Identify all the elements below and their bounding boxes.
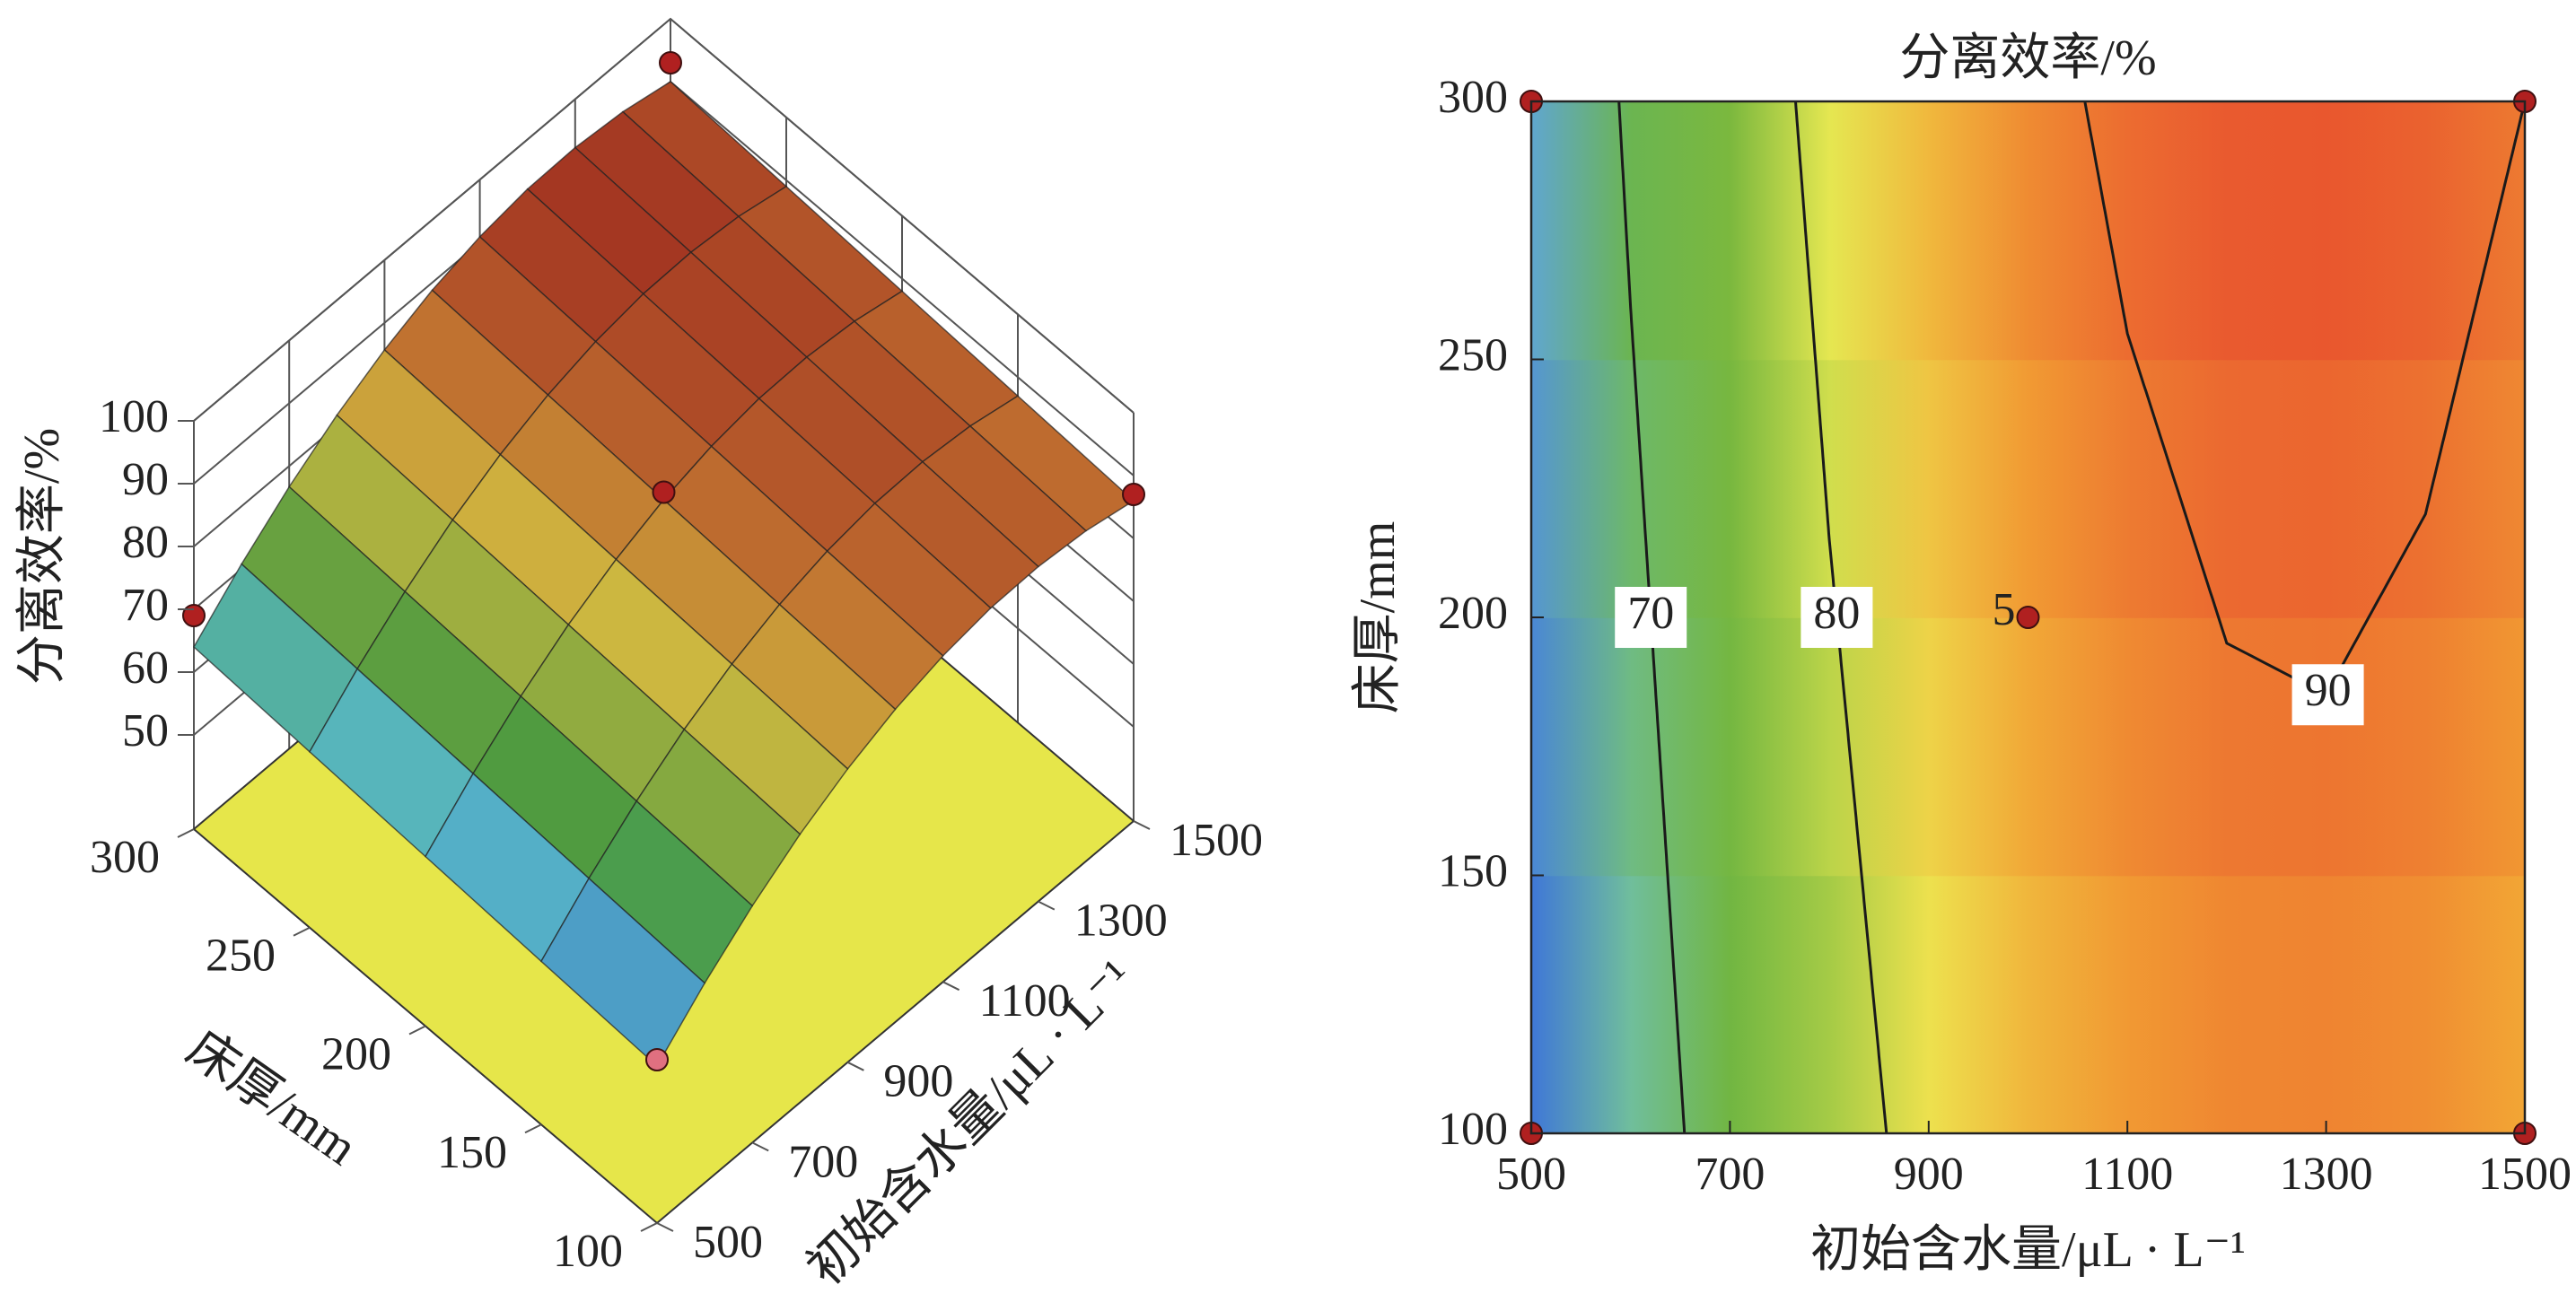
design-point xyxy=(2016,606,2040,629)
heatmap-cell xyxy=(1531,617,1632,877)
tick-mark xyxy=(177,828,195,838)
y-tick-label: 200 xyxy=(1438,588,1508,639)
x-axis-title: 初始含水量/μL · L⁻¹ xyxy=(1810,1222,2246,1278)
z-tick-label: 100 xyxy=(99,391,169,442)
x-tick-label: 900 xyxy=(1894,1149,1964,1200)
z-tick-label: 90 xyxy=(122,454,169,505)
tick-mark xyxy=(751,1141,769,1152)
heatmap-cell xyxy=(2028,875,2128,1134)
heatmap-cell xyxy=(2326,617,2427,877)
design-point xyxy=(182,604,206,627)
y-tick-label: 250 xyxy=(206,931,276,982)
x-tick-label: 1500 xyxy=(1170,815,1263,866)
contour-label: 80 xyxy=(1813,588,1860,639)
axis-line xyxy=(193,17,1135,422)
heatmap-cell xyxy=(1730,617,1830,877)
heatmap-cell xyxy=(1829,875,1930,1134)
design-point xyxy=(659,51,682,74)
y-tick-label: 200 xyxy=(321,1028,391,1079)
tick-mark xyxy=(293,926,311,937)
heatmap-cell xyxy=(2226,875,2327,1134)
x-tick-label: 1100 xyxy=(2081,1149,2173,1200)
tick-mark xyxy=(640,1222,658,1232)
x-tick-label: 1500 xyxy=(2478,1149,2572,1200)
tick-mark xyxy=(656,1222,674,1232)
heatmap-cell xyxy=(1928,875,2029,1134)
heatmap-cell xyxy=(1730,101,1830,361)
heatmap-cell xyxy=(2425,359,2526,618)
z-tick-label: 80 xyxy=(122,517,169,568)
heatmap-cell xyxy=(1730,875,1830,1134)
heatmap-cell xyxy=(2028,359,2128,618)
heatmap-cell xyxy=(1829,617,1930,877)
heatmap-cell xyxy=(1928,359,2029,618)
z-tick-label: 60 xyxy=(122,642,169,694)
heatmap-cell xyxy=(1531,101,1632,361)
surface-patch xyxy=(540,877,706,1068)
tick-mark xyxy=(1038,900,1056,911)
y-axis-title: 床厚/mm xyxy=(1350,521,1406,714)
contour-label: 70 xyxy=(1627,588,1674,639)
heatmap-cell xyxy=(2127,875,2228,1134)
heatmap-cell xyxy=(2226,359,2327,618)
y-tick-label: 150 xyxy=(437,1127,507,1178)
contour-label-box xyxy=(1615,587,1687,648)
x-tick-label: 1100 xyxy=(979,975,1071,1027)
heatmap-cell xyxy=(1630,617,1731,877)
heatmap-cell xyxy=(1829,101,1930,361)
heatmap-cell xyxy=(1829,359,1930,618)
chart-title: 分离效率/% xyxy=(1899,31,2156,86)
heatmap-cell xyxy=(1531,359,1632,618)
heatmap-cell xyxy=(2425,875,2526,1134)
heatmap-cell xyxy=(2127,101,2228,361)
heatmap-cell xyxy=(2127,617,2228,877)
heatmap-cell xyxy=(2326,101,2427,361)
y-tick-label: 100 xyxy=(553,1226,623,1277)
y-tick-label: 150 xyxy=(1438,845,1508,896)
contour-label-box xyxy=(1801,587,1873,648)
tick-mark xyxy=(942,981,960,992)
heatmap-cell xyxy=(2028,101,2128,361)
x-tick-label: 900 xyxy=(883,1056,953,1107)
z-axis-title: 分离效率/% xyxy=(14,428,70,685)
heatmap-cell xyxy=(2226,617,2327,877)
tick-mark xyxy=(1133,820,1151,830)
heatmap-cell xyxy=(1730,359,1830,618)
x-tick-label: 700 xyxy=(788,1136,858,1187)
tick-mark xyxy=(846,1061,864,1071)
heatmap-cell xyxy=(2226,101,2327,361)
x-tick-label: 500 xyxy=(1496,1149,1566,1200)
heatmap-cell xyxy=(2028,617,2128,877)
heatmap-cell xyxy=(2326,875,2427,1134)
heatmap-cell xyxy=(1531,875,1632,1134)
heatmap-cell xyxy=(1630,101,1731,361)
tick-mark xyxy=(524,1123,542,1134)
x-tick-label: 500 xyxy=(693,1217,763,1268)
point-label: 5 xyxy=(1993,584,2016,635)
design-point xyxy=(652,480,676,504)
heatmap-cell xyxy=(2425,617,2526,877)
contour-label-box xyxy=(2291,664,2364,726)
z-tick-label: 70 xyxy=(122,580,169,631)
design-point xyxy=(1122,483,1145,506)
heatmap-cell xyxy=(2326,359,2427,618)
x-tick-label: 1300 xyxy=(1074,896,1168,947)
design-point xyxy=(645,1048,669,1071)
contour-label: 90 xyxy=(2305,665,2352,716)
y-tick-label: 100 xyxy=(1438,1104,1508,1155)
y-tick-label: 250 xyxy=(1438,329,1508,380)
heatmap-cell xyxy=(2425,101,2526,361)
heatmap-cell xyxy=(1630,359,1731,618)
y-tick-label: 300 xyxy=(90,832,160,883)
heatmap-cell xyxy=(1928,101,2029,361)
tick-mark xyxy=(408,1025,426,1036)
y-tick-label: 300 xyxy=(1438,72,1508,123)
x-tick-label: 700 xyxy=(1695,1149,1765,1200)
x-tick-label: 1300 xyxy=(2280,1149,2373,1200)
z-tick-label: 50 xyxy=(122,705,169,756)
heatmap-cell xyxy=(1928,617,2029,877)
